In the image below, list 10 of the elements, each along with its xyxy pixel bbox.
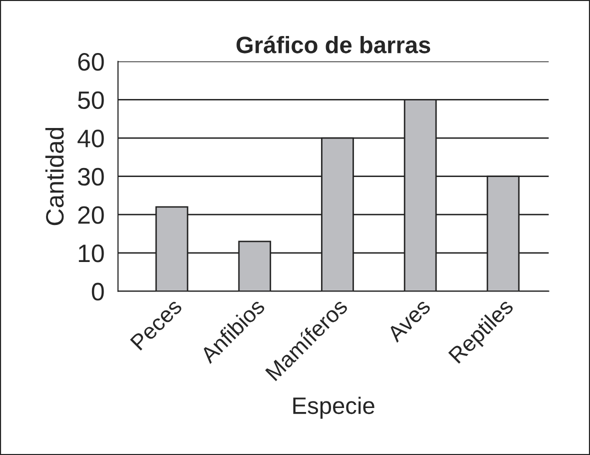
y-tick-label: 20 — [78, 206, 104, 224]
y-tick-label: 40 — [78, 130, 104, 148]
y-tick-label: 60 — [78, 53, 104, 71]
y-tick-label: 50 — [78, 91, 104, 110]
x-axis-title: Especie — [293, 396, 374, 419]
y-tick-label: 30 — [78, 168, 104, 186]
y-tick-label: 10 — [78, 244, 104, 262]
chart-title: Gráfico de barras — [236, 36, 430, 54]
y-tick-label: 0 — [92, 282, 104, 301]
y-axis-title: Cantidad — [45, 128, 64, 226]
